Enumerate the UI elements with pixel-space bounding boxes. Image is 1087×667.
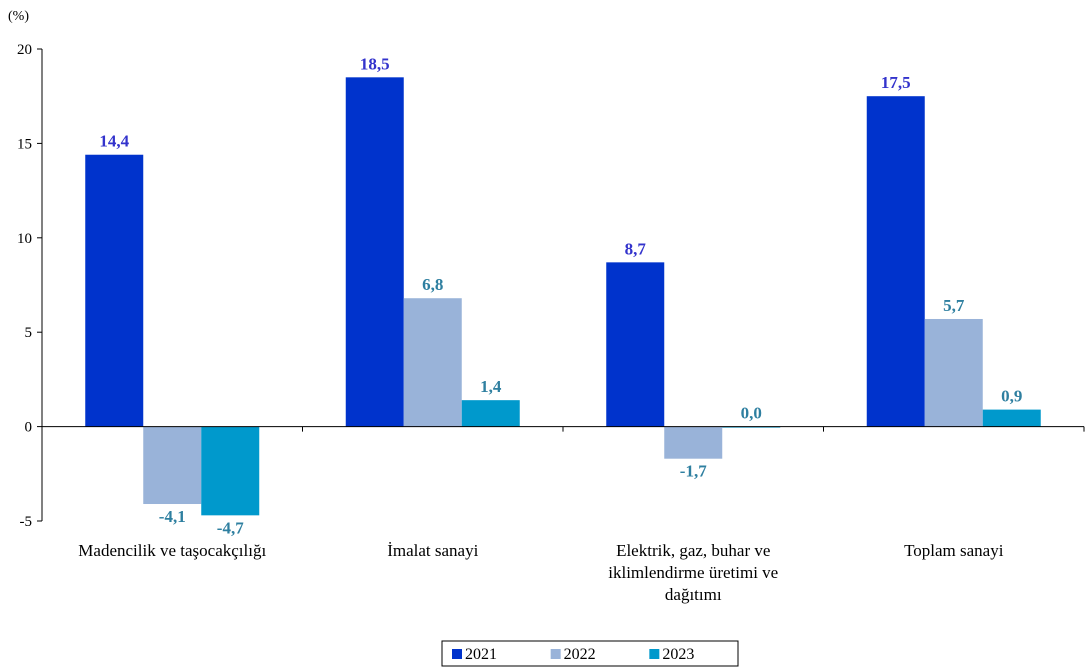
category-label: Toplam sanayi [904, 541, 1004, 560]
y-tick-label: 0 [25, 420, 33, 436]
legend-label-2021: 2021 [465, 646, 497, 663]
data-label-2023: 0,9 [1001, 387, 1022, 406]
bar-2021 [866, 96, 925, 427]
data-label-2022: -4,1 [159, 507, 186, 526]
category-label: İmalat sanayi [387, 541, 478, 560]
data-label-2023: 1,4 [480, 377, 502, 396]
data-label-2021: 17,5 [881, 73, 911, 92]
data-label-2023: -4,7 [217, 518, 244, 537]
bar-2022 [403, 298, 462, 427]
data-label-2021: 8,7 [625, 239, 647, 258]
category-label-line: Toplam sanayi [904, 541, 1004, 560]
category-label-line: dağıtımı [665, 585, 722, 604]
bar-2023 [461, 400, 520, 427]
y-tick-label: 10 [17, 231, 32, 247]
bar-2021 [606, 262, 665, 427]
category-label-line: iklimlendirme üretimi ve [608, 563, 778, 582]
bar-2022 [143, 426, 202, 505]
legend-swatch-2023 [649, 649, 660, 659]
legend-label-2023: 2023 [662, 646, 694, 663]
y-axis-unit-label: (%) [8, 9, 29, 24]
bar-2022 [924, 318, 983, 427]
data-label-2021: 18,5 [360, 54, 390, 73]
category-label-line: Madencilik ve taşocakçılığı [78, 541, 266, 560]
y-tick-label: 20 [17, 42, 32, 58]
category-label-line: İmalat sanayi [387, 541, 478, 560]
category-label: Elektrik, gaz, buhar ve iklimlendirme üre… [608, 541, 778, 604]
category-label: Madencilik ve taşocakçılığı [78, 541, 266, 560]
legend-swatch-2022 [550, 649, 561, 659]
y-tick-label: 15 [17, 136, 32, 152]
bar-2022 [664, 426, 723, 459]
legend-swatch-2021 [452, 649, 462, 659]
bar-2023 [982, 409, 1041, 427]
bar-2021 [85, 154, 144, 427]
data-label-2023: 0,0 [741, 404, 762, 423]
legend-label-2022: 2022 [564, 646, 596, 663]
data-label-2022: 6,8 [422, 275, 443, 294]
data-label-2022: -1,7 [680, 462, 707, 481]
legend-box [441, 640, 739, 667]
y-tick-label: -5 [20, 514, 33, 530]
category-label-line: Elektrik, gaz, buhar ve [616, 541, 770, 560]
data-label-2022: 5,7 [943, 296, 965, 315]
data-label-2021: 14,4 [99, 132, 129, 151]
y-tick-label: 5 [25, 325, 33, 341]
bar-2021 [345, 77, 404, 427]
bar-2023 [201, 426, 260, 516]
